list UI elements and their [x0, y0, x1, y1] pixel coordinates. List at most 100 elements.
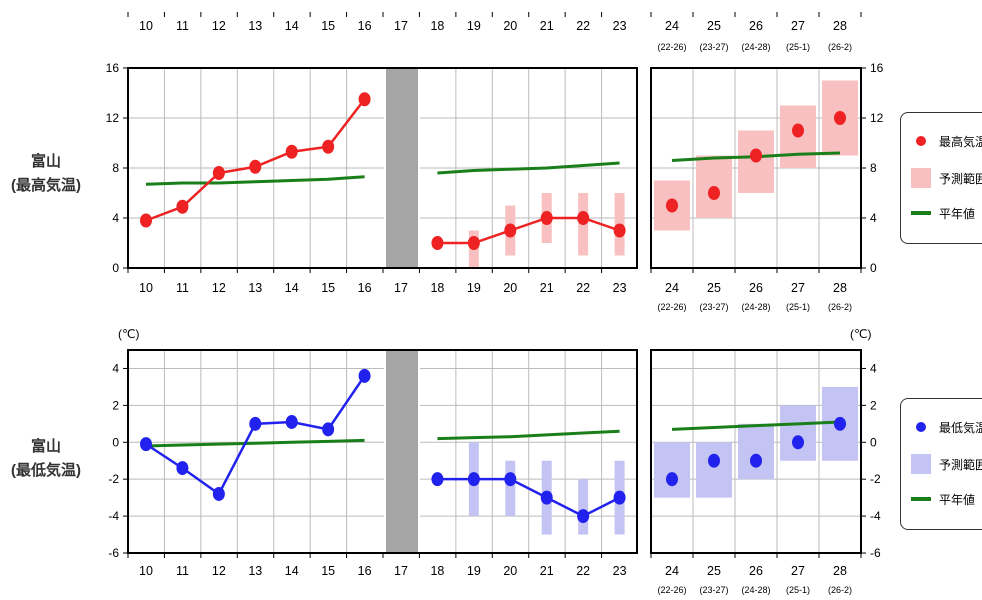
y-tick-label-left-low: -2	[108, 472, 119, 486]
y-tick-label-right-low: -4	[870, 509, 881, 523]
y-tick-label-right-high: 12	[870, 111, 884, 125]
data-point-past-high	[176, 199, 189, 214]
data-point-weekly-low	[750, 453, 762, 468]
data-point-weekly-low	[666, 472, 678, 487]
weekly-period-label-bottom-high: (25-1)	[786, 302, 810, 312]
x-tick-label-top-high: 12	[212, 19, 226, 33]
missing-day-bar-high	[386, 68, 418, 268]
data-point-weekly-low	[834, 416, 846, 431]
weekly-period-label-bottom-high: (24-28)	[741, 302, 770, 312]
data-point-forecast-high	[577, 211, 590, 225]
x-tick-label-bottom-low: 12	[212, 564, 226, 578]
weekly-tick-label-bottom-low: 24	[665, 564, 679, 578]
x-tick-label-bottom-high: 20	[503, 281, 517, 295]
weekly-tick-label-top-high: 24	[665, 19, 679, 33]
data-point-past-low	[358, 368, 371, 383]
legend-item-range-high: 予測範囲	[901, 168, 982, 188]
weekly-tick-label-bottom-high: 28	[833, 281, 847, 295]
legend-label-normal-high: 平年値	[939, 207, 976, 221]
weekly-range-box-low	[780, 405, 816, 461]
y-tick-label-left-low: 4	[112, 361, 119, 375]
x-tick-label-bottom-low: 15	[321, 564, 335, 578]
station-kind-high: (最高気温)	[11, 177, 81, 194]
x-tick-label-bottom-low: 17	[394, 564, 408, 578]
forecast-range-bar-low	[578, 479, 589, 535]
y-tick-label-right-high: 4	[870, 211, 877, 225]
value-line-forecast-low	[437, 477, 621, 518]
weekly-period-label-top-high: (25-1)	[786, 42, 810, 52]
data-point-forecast-low	[504, 472, 517, 487]
data-point-forecast-high	[540, 211, 553, 225]
data-point-weekly-high	[750, 148, 762, 163]
legend-label-range-low: 予測範囲	[939, 458, 982, 472]
station-name-high: 富山	[30, 153, 61, 170]
x-tick-label-top-high: 13	[248, 19, 262, 33]
x-tick-label-bottom-low: 18	[430, 564, 444, 578]
weekly-range-box-low	[654, 442, 690, 498]
station-kind-low: (最低気温)	[11, 462, 81, 479]
x-tick-label-bottom-low: 20	[503, 564, 517, 578]
data-point-weekly-high	[792, 123, 804, 138]
data-point-forecast-high	[467, 236, 480, 250]
y-tick-label-left-high: 0	[112, 261, 119, 275]
value-line-forecast-high	[437, 216, 620, 245]
forecast-range-bar-low	[505, 460, 516, 517]
pink-box-icon	[911, 168, 931, 188]
weekly-tick-label-bottom-low: 26	[749, 564, 763, 578]
x-tick-label-bottom-high: 14	[285, 281, 299, 295]
data-point-past-high	[358, 92, 371, 107]
weekly-tick-label-bottom-high: 26	[749, 281, 763, 295]
weekly-period-label-bottom-high: (23-27)	[699, 302, 728, 312]
x-tick-label-top-high: 18	[430, 19, 444, 33]
weekly-tick-label-bottom-low: 25	[707, 564, 721, 578]
data-point-past-high	[140, 213, 152, 228]
x-tick-label-bottom-low: 13	[248, 564, 262, 578]
y-tick-label-left-high: 12	[106, 111, 120, 125]
data-point-weekly-low	[708, 453, 720, 468]
x-tick-label-bottom-low: 10	[139, 564, 153, 578]
station-label-low: 富山 (最低気温)	[0, 435, 92, 483]
weekly-tick-label-bottom-high: 25	[707, 281, 721, 295]
weekly-tick-label-top-high: 27	[791, 19, 805, 33]
weekly-tick-label-bottom-high: 27	[791, 281, 805, 295]
legend-label-normal-low: 平年値	[939, 493, 976, 507]
x-tick-label-bottom-high: 17	[394, 281, 408, 295]
data-point-past-low	[176, 461, 189, 476]
plot-frame-weekly-low	[650, 349, 862, 554]
weekly-range-box-low	[738, 423, 774, 480]
y-tick-label-left-low: -6	[108, 546, 119, 560]
red-dot-icon	[911, 131, 931, 151]
x-tick-label-bottom-high: 22	[576, 281, 590, 295]
data-point-past-low	[212, 486, 225, 501]
x-tick-label-top-high: 23	[613, 19, 627, 33]
x-tick-label-bottom-high: 10	[139, 281, 153, 295]
weekly-tick-label-top-high: 25	[707, 19, 721, 33]
data-point-past-low	[140, 437, 152, 452]
x-tick-label-bottom-low: 22	[576, 564, 590, 578]
x-tick-label-top-high: 11	[176, 19, 189, 33]
data-point-past-low	[285, 414, 298, 429]
data-point-weekly-low	[792, 435, 804, 450]
x-tick-label-bottom-low: 14	[285, 564, 299, 578]
x-tick-label-top-high: 14	[285, 19, 299, 33]
y-tick-label-left-high: 4	[112, 211, 119, 225]
x-tick-label-bottom-low: 11	[176, 564, 189, 578]
y-tick-label-left-low: -4	[108, 509, 119, 523]
legend-label-range-high: 予測範囲	[939, 172, 982, 186]
x-tick-label-bottom-high: 15	[321, 281, 335, 295]
data-point-past-high	[249, 159, 262, 174]
legend-item-normal-high: 平年値	[901, 203, 982, 223]
weekly-period-label-bottom-low: (26-2)	[828, 585, 852, 595]
weekly-period-label-top-high: (24-28)	[741, 42, 770, 52]
data-point-weekly-high	[834, 111, 846, 125]
green-line-icon	[911, 489, 931, 509]
normal-line-weekly-low	[671, 420, 841, 431]
lavender-box-icon	[911, 454, 931, 474]
green-line-icon	[911, 203, 931, 223]
y-tick-label-right-high: 8	[870, 161, 877, 175]
normal-line-past-low	[145, 438, 365, 448]
x-tick-label-top-high: 17	[394, 19, 408, 33]
normal-line-forecast-high	[437, 161, 620, 175]
weekly-period-label-bottom-low: (25-1)	[786, 585, 810, 595]
x-tick-label-bottom-low: 21	[540, 564, 554, 578]
